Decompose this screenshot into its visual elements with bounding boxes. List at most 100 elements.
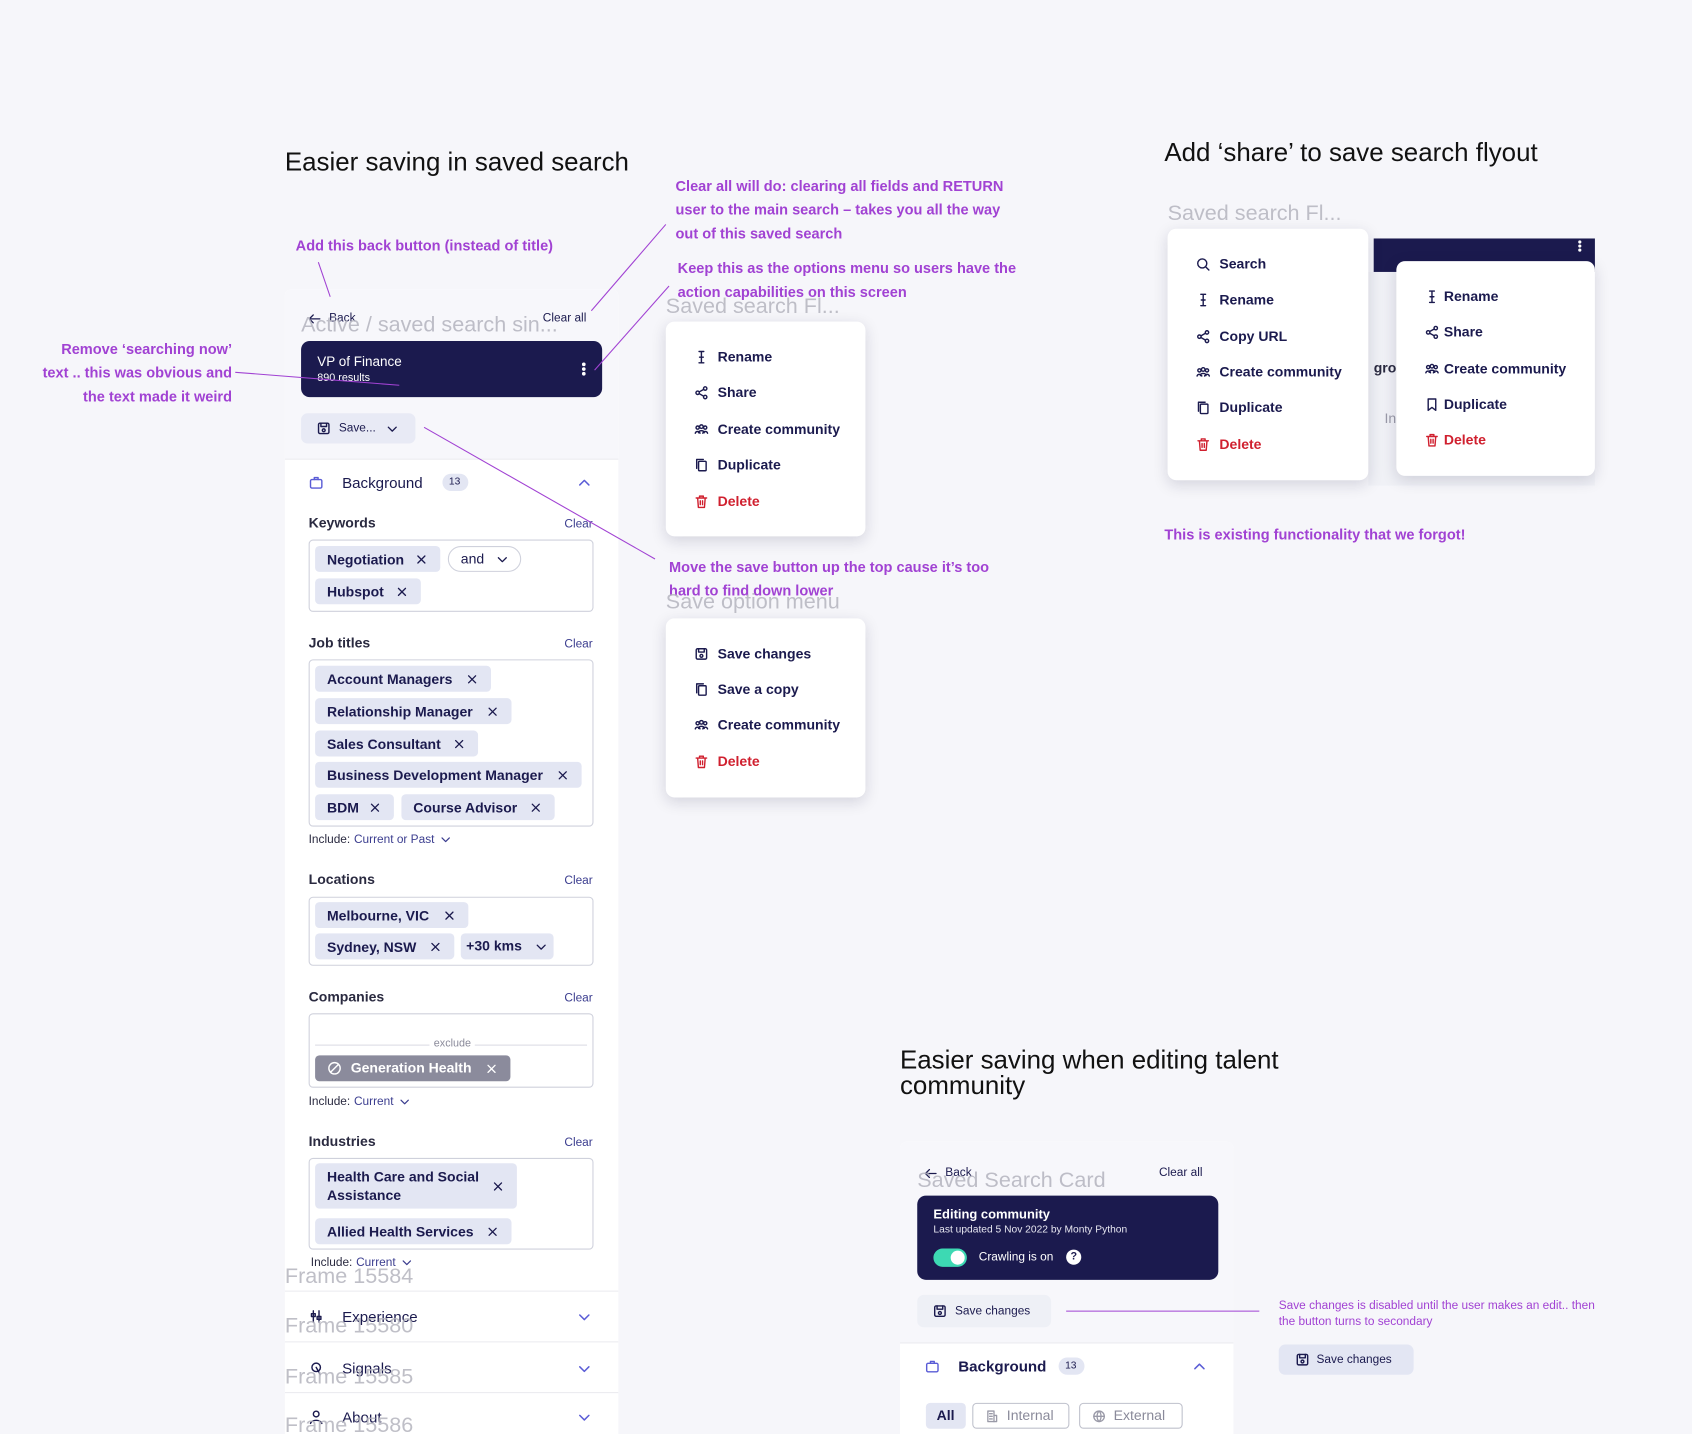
chip [315,1055,511,1082]
menu-item[interactable]: Delete [1219,435,1262,453]
clear-field: Clear [564,991,593,1005]
field-label: Companies [308,988,385,1005]
icon [1197,330,1210,344]
chip [315,665,491,692]
icon [1197,401,1209,415]
icon [441,837,450,843]
icon [497,556,507,562]
menu-item[interactable]: Delete [717,753,760,770]
chip-label: Hubspot [326,583,384,600]
include-label: Include: [308,833,351,847]
include-label: Include: [308,1095,351,1109]
chip-label: Business Development Manager [326,767,543,784]
chip [401,794,555,821]
chip-label: Health Care and Social Assistance [326,1168,480,1204]
icon [387,425,397,432]
badge-count: 13 [448,475,461,488]
clear-field: Clear [564,517,593,531]
chip [315,578,421,605]
icon [1193,1362,1205,1369]
chip-label: Relationship Manager [326,703,473,720]
section-title: Add ‘share’ to save search flyout [1164,138,1538,168]
menu-item[interactable]: Rename [1219,291,1274,308]
divider-label: exclude [429,1035,476,1054]
icon [430,942,440,951]
icon [400,1099,409,1105]
icon [1578,240,1582,252]
menu-item[interactable]: Duplicate [717,456,781,473]
card-title: Editing community [933,1206,1050,1222]
icon [397,587,406,596]
chip-label: Account Managers [326,671,453,688]
menu-item[interactable]: Create community [1443,360,1567,377]
icon [370,803,379,812]
menu-item[interactable]: Rename [717,348,773,365]
icon [454,739,463,748]
menu-item[interactable]: Create community [717,420,840,438]
menu-item[interactable]: Share [717,384,757,401]
icon [558,770,567,779]
frame-label: Saved Search Card [917,1168,1106,1193]
chip-label: and [460,550,485,567]
icon [487,706,497,716]
icon [1197,438,1210,451]
icon [487,1227,497,1236]
icon [1296,1353,1309,1366]
section-title: Background [958,1357,1047,1375]
menu-item[interactable]: Create community [717,716,840,733]
chip-label: Negotiation [326,551,405,568]
field-label: Industries [308,1133,376,1150]
icon [467,674,476,683]
icon [309,1410,323,1425]
section-title: Easier saving in saved search [284,147,629,177]
tab-label: External [1113,1407,1166,1424]
menu-item[interactable]: Save a copy [717,680,799,698]
chip [315,794,394,821]
icon [1425,325,1439,340]
secondary-button [1278,1344,1414,1375]
toggle-knob [950,1250,965,1265]
menu-item[interactable]: Rename [1443,288,1499,305]
icon [328,1061,341,1075]
icon [694,719,709,730]
tab[interactable] [925,1402,966,1429]
chip-label: Allied Health Services [326,1223,474,1240]
section-title: Background [342,473,423,491]
icon [317,422,330,435]
include-value: Current [356,1256,396,1270]
icon [486,1064,496,1073]
icon [986,1409,997,1422]
card-subtitle: Last updated 5 Nov 2022 by Monty Python [933,1223,1128,1236]
clear-all: Clear all [1158,1166,1203,1180]
menu-item[interactable]: Delete [1443,431,1486,448]
icon [694,424,709,434]
chip [447,546,522,572]
icon [493,1181,502,1191]
icon [695,458,707,472]
menu-item[interactable]: Search [1219,255,1267,272]
icon [695,648,708,660]
icon [1197,258,1210,271]
frame-label: Save option menu [665,590,840,615]
annotation: Save changes is disabled until the user … [1278,1299,1595,1329]
annotation: Move the save button up the top cause it… [669,558,990,599]
icon [695,495,708,509]
menu-item[interactable]: Duplicate [1219,399,1283,416]
field-label: Keywords [308,514,376,531]
field-label: Job titles [308,634,371,651]
menu-item[interactable]: Share [1443,323,1483,340]
collapsed-section: Signals [342,1359,392,1377]
tab-label: Internal [1006,1407,1054,1424]
menu-item[interactable]: Duplicate [1443,396,1507,413]
menu-item[interactable]: Save changes [717,645,812,662]
back-button: Back [329,311,356,325]
frame-label: Frame 15586 [284,1413,414,1434]
menu-item[interactable]: Delete [717,493,760,510]
annotation: Add this back button (instead of title) [295,237,554,254]
icon [1426,433,1438,447]
icon [1200,293,1207,307]
menu-item[interactable]: Create community [1219,363,1342,380]
menu-item[interactable]: Copy URL [1219,328,1288,345]
clear-field: Clear [564,637,593,651]
